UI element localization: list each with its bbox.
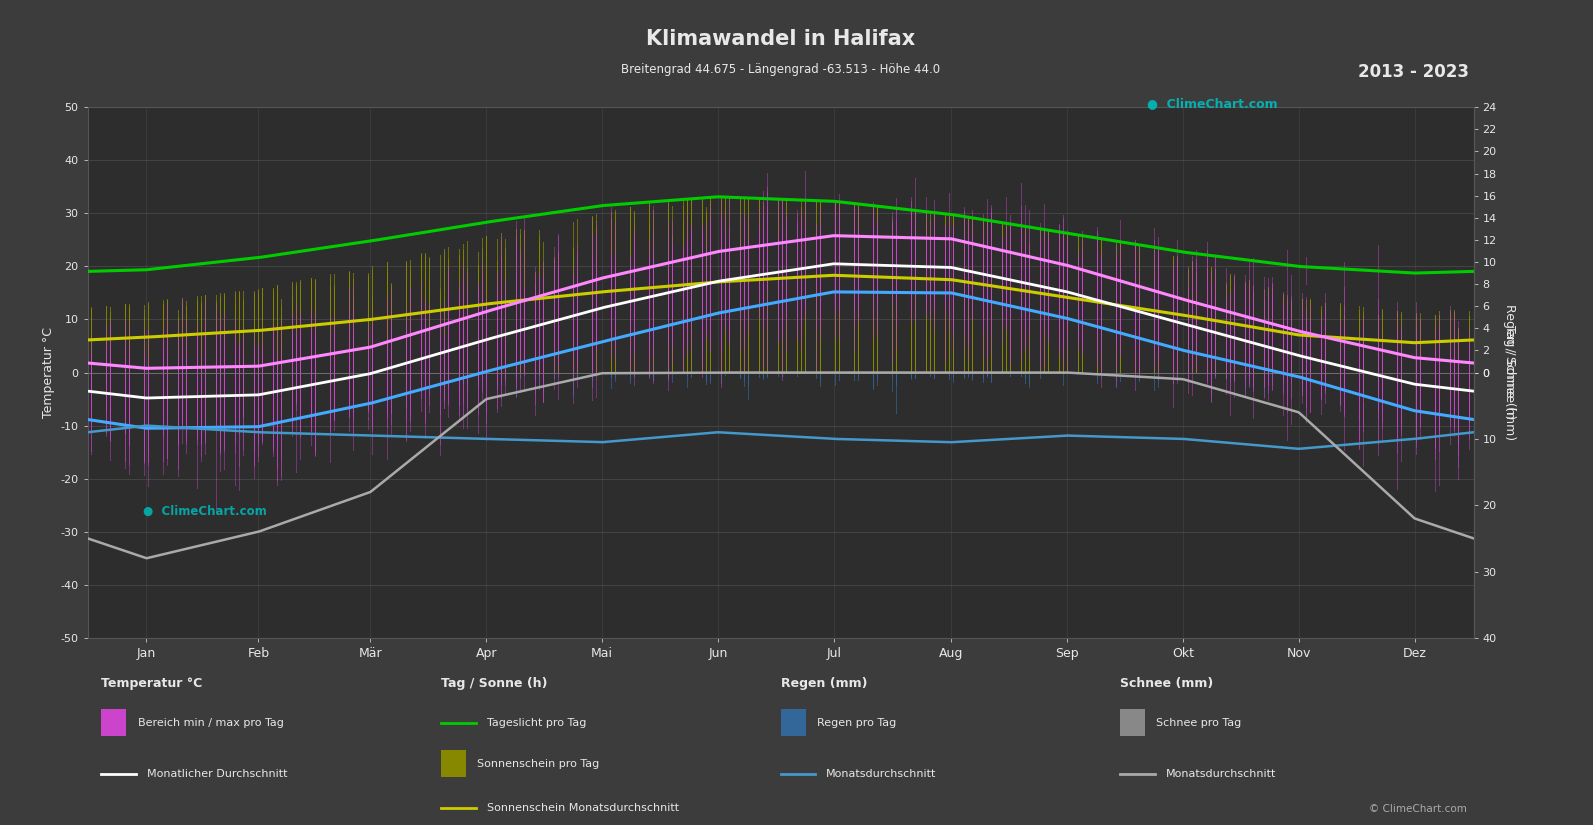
Y-axis label: Regen / Schnee (mm): Regen / Schnee (mm) [1504,304,1517,441]
Text: Regen (mm): Regen (mm) [781,677,867,691]
Bar [781,710,806,737]
Text: ●  ClimeChart.com: ● ClimeChart.com [1147,97,1278,110]
Text: Monatlicher Durchschnitt: Monatlicher Durchschnitt [147,769,288,780]
Text: Regen pro Tag: Regen pro Tag [817,718,895,728]
Y-axis label: Temperatur °C: Temperatur °C [41,327,54,418]
Y-axis label: Tag / Sonne (h): Tag / Sonne (h) [1504,325,1517,420]
Text: Klimawandel in Halifax: Klimawandel in Halifax [645,29,916,49]
Text: © ClimeChart.com: © ClimeChart.com [1368,804,1467,813]
Text: Bereich min / max pro Tag: Bereich min / max pro Tag [137,718,284,728]
Text: Monatsdurchschnitt: Monatsdurchschnitt [827,769,937,780]
Text: Monatsdurchschnitt: Monatsdurchschnitt [1166,769,1276,780]
Text: Sonnenschein Monatsdurchschnitt: Sonnenschein Monatsdurchschnitt [487,803,679,813]
Text: Temperatur °C: Temperatur °C [102,677,202,691]
Text: Schnee (mm): Schnee (mm) [1120,677,1214,691]
Bar [441,750,467,777]
Text: Breitengrad 44.675 - Längengrad -63.513 - Höhe 44.0: Breitengrad 44.675 - Längengrad -63.513 … [621,63,940,76]
Text: Sonnenschein pro Tag: Sonnenschein pro Tag [476,759,599,769]
Text: Schnee pro Tag: Schnee pro Tag [1157,718,1241,728]
Text: 2013 - 2023: 2013 - 2023 [1357,63,1469,81]
Text: ●  ClimeChart.com: ● ClimeChart.com [143,505,268,518]
Text: Tageslicht pro Tag: Tageslicht pro Tag [487,718,586,728]
Bar [1120,710,1145,737]
Bar [102,710,126,737]
Text: Tag / Sonne (h): Tag / Sonne (h) [441,677,548,691]
